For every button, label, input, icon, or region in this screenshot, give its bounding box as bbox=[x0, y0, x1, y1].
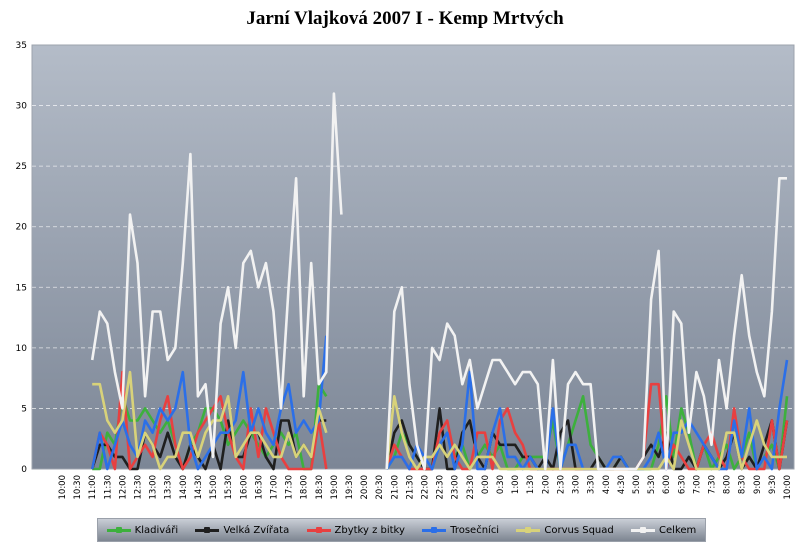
legend-swatch bbox=[106, 526, 131, 533]
series-group bbox=[90, 92, 789, 471]
x-tick-label: 17:30 bbox=[285, 475, 295, 500]
x-tick-label: 0:30 bbox=[496, 475, 506, 494]
y-tick-label: 10 bbox=[16, 344, 28, 354]
legend-swatch bbox=[422, 526, 447, 533]
x-tick-label: 9:00 bbox=[753, 475, 763, 494]
legend-item: Celkem bbox=[631, 525, 696, 536]
legend-label: Kladiváři bbox=[134, 524, 179, 536]
x-tick-label: 21:30 bbox=[405, 475, 415, 500]
x-tick-label: 13:30 bbox=[164, 475, 174, 500]
x-tick-label: 7:30 bbox=[707, 475, 717, 494]
legend-label: Celkem bbox=[659, 524, 697, 536]
series-line-4 bbox=[90, 335, 328, 471]
x-tick-label: 7:00 bbox=[692, 475, 702, 494]
legend-swatch bbox=[631, 526, 656, 533]
x-tick-label: 9:30 bbox=[768, 475, 778, 494]
y-tick-label: 30 bbox=[16, 102, 28, 112]
y-tick-label: 0 bbox=[21, 465, 27, 475]
series-line-5 bbox=[385, 394, 787, 471]
x-tick-label: 14:30 bbox=[194, 475, 204, 500]
x-tick-label: 16:30 bbox=[254, 475, 264, 500]
x-tick-label: 5:00 bbox=[632, 475, 642, 494]
chart-title: Jarní Vlajková 2007 I - Kemp Mrtvých bbox=[246, 8, 564, 29]
x-tick-label: 1:30 bbox=[526, 475, 536, 494]
x-tick-label: 13:00 bbox=[149, 475, 159, 500]
legend: Kladiváři Velká Zvířata Zbytky z bitky Tros… bbox=[97, 518, 706, 542]
x-tick-label: 15:00 bbox=[209, 475, 219, 500]
x-tick-label: 19:00 bbox=[330, 475, 340, 500]
x-tick-label: 18:00 bbox=[300, 475, 310, 500]
x-tick-label: 4:00 bbox=[602, 475, 612, 494]
x-tick-label: 11:00 bbox=[88, 475, 98, 500]
legend-label: Velká Zvířata bbox=[223, 524, 290, 536]
x-tick-label: 18:30 bbox=[315, 475, 325, 500]
series-line-6 bbox=[90, 92, 343, 459]
x-tick-label: 2:30 bbox=[556, 475, 566, 494]
x-tick-label: 5:30 bbox=[647, 475, 657, 494]
x-tick-label: 4:30 bbox=[617, 475, 627, 494]
x-tick-label: 14:00 bbox=[179, 475, 189, 500]
legend-item: Velká Zvířata bbox=[195, 525, 289, 536]
legend-item: Zbytky z bitky bbox=[306, 524, 405, 536]
legend-item: Trosečníci bbox=[422, 525, 499, 536]
x-tick-label: 16:00 bbox=[239, 475, 249, 500]
x-tick-label: 22:00 bbox=[421, 475, 431, 500]
x-tick-label: 10:00 bbox=[783, 475, 793, 500]
x-axis: 10:00 10:30 11:00 11:30 12:00 12:30 13:00 13:30… bbox=[58, 475, 793, 500]
x-tick-label: 6:30 bbox=[677, 475, 687, 494]
x-tick-label: 19:30 bbox=[345, 475, 355, 500]
y-axis: 0 5 10 15 20 25 30 35 bbox=[16, 41, 28, 475]
x-tick-label: 11:30 bbox=[103, 475, 113, 500]
x-tick-label: 23:00 bbox=[451, 475, 461, 500]
legend-label: Trosečníci bbox=[450, 524, 500, 536]
legend-item: Corvus Squad bbox=[516, 524, 614, 536]
legend-label: Corvus Squad bbox=[544, 524, 614, 536]
legend-item: Kladiváři bbox=[106, 524, 179, 536]
x-tick-label: 8:00 bbox=[723, 475, 733, 494]
x-tick-label: 6:00 bbox=[662, 475, 672, 494]
x-tick-label: 20:30 bbox=[375, 475, 385, 500]
y-tick-label: 25 bbox=[16, 162, 27, 172]
legend-swatch bbox=[306, 526, 331, 533]
legend-swatch bbox=[195, 526, 220, 533]
x-tick-label: 21:00 bbox=[390, 475, 400, 500]
x-tick-label: 2:00 bbox=[541, 475, 551, 494]
x-tick-label: 23:30 bbox=[466, 475, 476, 500]
x-tick-label: 8:30 bbox=[738, 475, 748, 494]
y-tick-label: 5 bbox=[21, 404, 27, 414]
series-line-6 bbox=[385, 177, 787, 471]
legend-swatch bbox=[516, 526, 541, 533]
y-tick-label: 20 bbox=[16, 223, 28, 233]
x-tick-label: 15:30 bbox=[224, 475, 234, 500]
x-tick-label: 10:00 bbox=[58, 475, 68, 500]
x-tick-label: 20:00 bbox=[360, 475, 370, 500]
x-tick-label: 1:00 bbox=[511, 475, 521, 494]
x-tick-label: 10:30 bbox=[73, 475, 83, 500]
legend-label: Zbytky z bitky bbox=[334, 524, 405, 536]
x-tick-label: 17:00 bbox=[269, 475, 279, 500]
x-tick-label: 12:00 bbox=[118, 475, 128, 500]
x-tick-label: 22:30 bbox=[436, 475, 446, 500]
y-tick-label: 15 bbox=[16, 283, 27, 293]
x-tick-label: 3:00 bbox=[572, 475, 582, 494]
x-tick-label: 3:30 bbox=[587, 475, 597, 494]
x-tick-label: 0:00 bbox=[481, 475, 491, 494]
x-tick-label: 12:30 bbox=[134, 475, 144, 500]
y-tick-label: 35 bbox=[16, 41, 27, 51]
